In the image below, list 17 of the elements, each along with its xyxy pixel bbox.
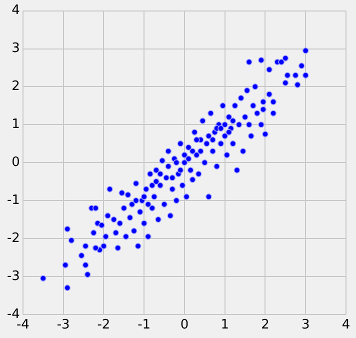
y-tick-label: -2 xyxy=(6,230,20,246)
y-tick-label: 1 xyxy=(12,117,20,132)
y-tick-label: 2 xyxy=(12,79,20,94)
x-tick-label: 1 xyxy=(220,318,229,333)
y-tick-label: -1 xyxy=(6,192,20,208)
y-tick-label: 0 xyxy=(12,154,20,170)
x-tick-label: -1 xyxy=(138,318,151,333)
y-tick-label: -4 xyxy=(6,306,20,322)
x-tick-label: -2 xyxy=(97,318,110,333)
y-tick-label: 4 xyxy=(12,3,20,18)
x-tick-label: 4 xyxy=(342,318,350,333)
x-tick-label: 2 xyxy=(261,318,270,333)
y-tick-label: -3 xyxy=(6,268,20,284)
y-tick-label: 3 xyxy=(12,41,20,56)
x-tick-label: 0 xyxy=(180,318,189,333)
x-tick-label: 3 xyxy=(301,318,310,333)
x-tick-label: -3 xyxy=(56,318,70,333)
